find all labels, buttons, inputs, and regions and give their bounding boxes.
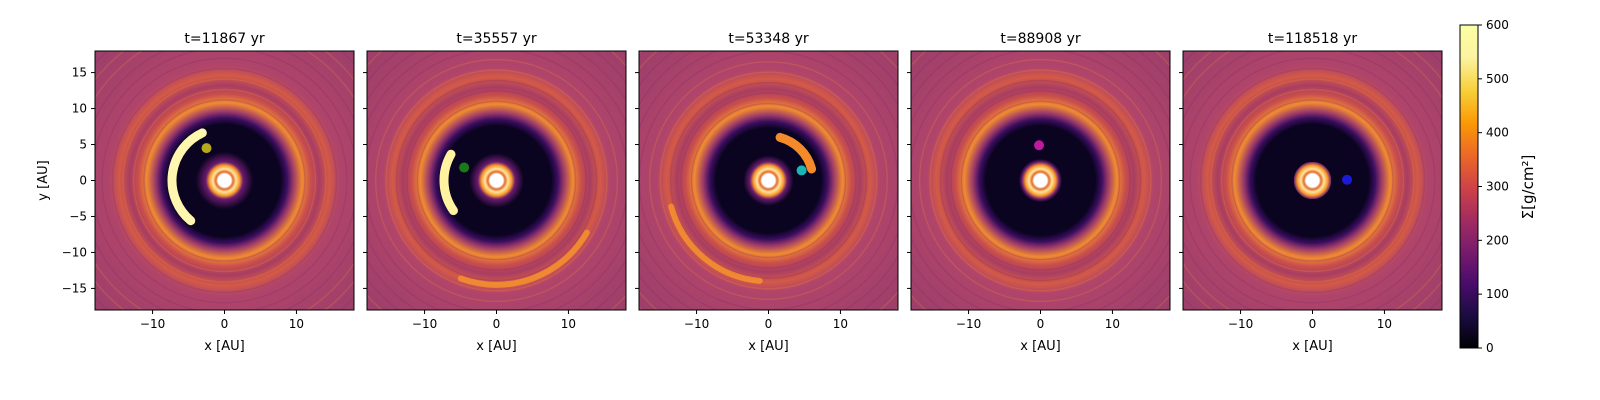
y-tick-label: 10 xyxy=(72,102,87,116)
y-tick-label: 15 xyxy=(72,66,87,80)
colorbar-tick-label: 300 xyxy=(1486,180,1509,194)
x-axis-label: x [AU] xyxy=(1020,339,1060,354)
x-tick-label: 0 xyxy=(1037,317,1045,331)
x-tick-label: 10 xyxy=(833,317,848,331)
wave-ring xyxy=(374,58,619,303)
x-axis-label: x [AU] xyxy=(748,339,788,354)
wave-ring xyxy=(122,78,327,283)
wave-ring xyxy=(111,67,338,294)
colorbar-label: Σ[g/cm²] xyxy=(1519,155,1537,220)
x-tick-label: −10 xyxy=(956,317,981,331)
planet-marker xyxy=(201,143,212,154)
density-map xyxy=(911,51,1170,310)
panels-group: t=11867 yr −10 0 10 x [AU] −15 −10 −5 0 5 10 15 y [A… xyxy=(36,31,1443,354)
panel-title: t=53348 yr xyxy=(728,31,808,47)
planet-marker xyxy=(796,165,807,176)
wave-ring xyxy=(132,88,317,273)
colorbar-tick-label: 200 xyxy=(1486,233,1509,247)
wave-ring xyxy=(649,61,888,300)
planet-marker xyxy=(1034,140,1045,151)
x-axis-label: x [AU] xyxy=(476,339,516,354)
wave-ring xyxy=(680,92,857,269)
density-background xyxy=(367,51,626,310)
colorbar-tick-label: 500 xyxy=(1486,72,1509,86)
x-tick-label: 10 xyxy=(1105,317,1120,331)
wave-ring xyxy=(395,79,598,282)
density-map xyxy=(1183,51,1442,310)
density-map xyxy=(639,51,898,310)
colorbar-ticks: 0 100 200 300 400 500 600 xyxy=(1478,18,1509,355)
planet-marker xyxy=(459,162,470,173)
wave-ring xyxy=(1231,99,1394,262)
x-tick-label: 0 xyxy=(493,317,501,331)
x-tick-label: −10 xyxy=(412,317,437,331)
vortex-crescent xyxy=(775,132,817,174)
panel-title: t=11867 yr xyxy=(184,31,264,47)
wave-ring xyxy=(950,90,1131,271)
wave-ring xyxy=(1189,57,1436,304)
panel-1: t=11867 yr −10 0 10 x [AU] −15 −10 −5 0 5 10 15 y [A… xyxy=(36,31,355,354)
y-tick-label: −5 xyxy=(69,209,87,223)
panel-3: t=53348 yr −10 0 10 x [AU] xyxy=(635,31,899,354)
y-tick-label: 0 xyxy=(79,174,87,188)
x-tick-label: −10 xyxy=(140,317,165,331)
colorbar-tick-label: 100 xyxy=(1486,287,1509,301)
x-tick-label: 10 xyxy=(289,317,304,331)
panel-title: t=118518 yr xyxy=(1268,31,1357,47)
colorbar-tick-label: 600 xyxy=(1486,18,1509,32)
spiral-arm xyxy=(457,229,590,288)
x-tick-label: −10 xyxy=(1228,317,1253,331)
density-map xyxy=(367,51,626,310)
wave-ring xyxy=(385,69,608,292)
wave-ring xyxy=(960,100,1121,261)
wave-ring xyxy=(918,58,1163,303)
panel-5: t=118518 yr −10 0 10 x [AU] xyxy=(1179,31,1443,354)
panel-title: t=35557 yr xyxy=(456,31,536,47)
wave-ring xyxy=(1220,88,1405,273)
x-tick-label: 0 xyxy=(221,317,229,331)
x-tick-label: −10 xyxy=(684,317,709,331)
colorbar: 0 100 200 300 400 500 600 Σ[g/cm²] xyxy=(1459,18,1537,355)
spiral-arm xyxy=(668,203,763,284)
density-background xyxy=(911,51,1170,310)
panel-2: t=35557 yr −10 0 10 x [AU] xyxy=(363,31,627,354)
wave-ring xyxy=(101,57,348,304)
x-tick-label: 0 xyxy=(1309,317,1317,331)
wave-ring xyxy=(1210,78,1415,283)
density-background xyxy=(639,51,898,310)
density-background xyxy=(1183,51,1442,310)
wave-ring xyxy=(143,99,306,262)
planet-marker xyxy=(1342,174,1353,185)
x-tick-label: 10 xyxy=(1377,317,1392,331)
colorbar-tick-label: 0 xyxy=(1486,341,1494,355)
y-axis-label: y [AU] xyxy=(36,160,51,200)
x-axis-label: x [AU] xyxy=(204,339,244,354)
colorbar-tick-label: 400 xyxy=(1486,126,1509,140)
wave-ring xyxy=(416,100,577,261)
wave-ring xyxy=(669,81,868,280)
wave-ring xyxy=(406,90,587,271)
x-tick-label: 10 xyxy=(561,317,576,331)
colorbar-gradient xyxy=(1459,24,1479,349)
vortex-crescent xyxy=(439,149,458,216)
x-tick-label: 0 xyxy=(765,317,773,331)
vortex-crescent xyxy=(167,128,207,226)
y-tick-label: 5 xyxy=(79,138,87,152)
density-map xyxy=(95,51,354,310)
density-background xyxy=(95,51,354,310)
wave-ring xyxy=(659,71,878,290)
y-tick-label: −10 xyxy=(62,245,87,259)
wave-ring xyxy=(939,79,1142,282)
y-tick-label: −15 xyxy=(62,281,87,295)
x-axis-label: x [AU] xyxy=(1292,339,1332,354)
wave-ring xyxy=(929,69,1152,292)
panel-title: t=88908 yr xyxy=(1000,31,1080,47)
wave-ring xyxy=(1199,67,1426,294)
wave-ring xyxy=(690,102,847,259)
panel-4: t=88908 yr −10 0 10 x [AU] xyxy=(907,31,1171,354)
